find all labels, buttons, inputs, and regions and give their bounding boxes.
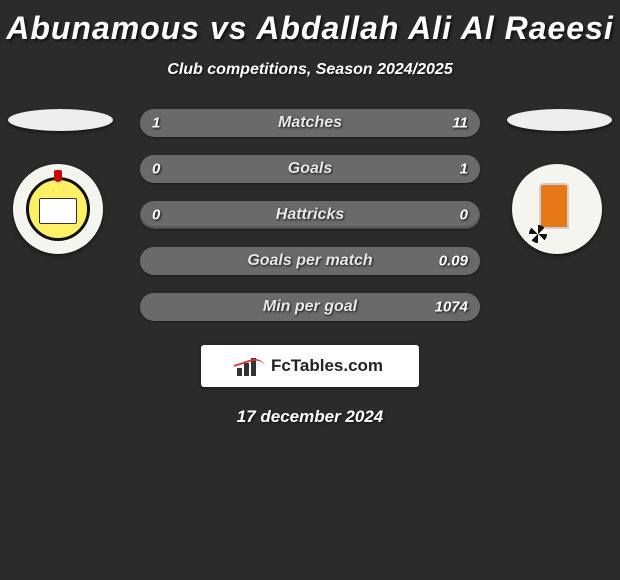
bar-label: Min per goal (263, 298, 357, 316)
comparison-area: 111Matches01Goals00Hattricks0.09Goals pe… (0, 109, 620, 321)
left-club-badge (8, 159, 108, 259)
bar-value-right: 1 (460, 161, 468, 178)
bar-chart-icon (237, 356, 265, 376)
page-subtitle: Club competitions, Season 2024/2025 (0, 61, 620, 79)
stat-bar: 0.09 Goals per match (140, 247, 480, 275)
bar-value-left: 0 (152, 161, 160, 178)
bar-value-left: 1 (152, 115, 160, 132)
right-player-avatar (507, 109, 612, 131)
logo-text: FcTables.com (271, 356, 383, 376)
bar-value-left: 0 (152, 207, 160, 224)
left-player-column (8, 109, 113, 259)
fctables-logo: FcTables.com (201, 345, 419, 387)
stat-bars-container: 111Matches01Goals00Hattricks0.09Goals pe… (140, 109, 480, 321)
stat-bar: 0 0 Hattricks (140, 201, 480, 229)
left-player-avatar (8, 109, 113, 131)
bar-value-right: 1074 (435, 299, 468, 316)
stat-bar: 1074 Min per goal (140, 293, 480, 321)
stat-bar: 111Matches (140, 109, 480, 137)
bar-label: Goals (288, 160, 332, 178)
bar-value-right: 0.09 (439, 253, 468, 270)
stat-bar: 0 1 Goals (140, 155, 480, 183)
bar-label: Matches (278, 114, 342, 132)
bar-value-right: 11 (452, 115, 468, 132)
right-club-crest-icon (525, 177, 589, 241)
left-club-crest-icon (26, 177, 90, 241)
bar-label: Hattricks (276, 206, 344, 224)
bar-value-right: 0 (460, 207, 468, 224)
page-title: Abunamous vs Abdallah Ali Al Raeesi (0, 0, 620, 47)
date-label: 17 december 2024 (0, 407, 620, 427)
right-club-badge (507, 159, 607, 259)
right-player-column (507, 109, 612, 259)
bar-label: Goals per match (247, 252, 372, 270)
